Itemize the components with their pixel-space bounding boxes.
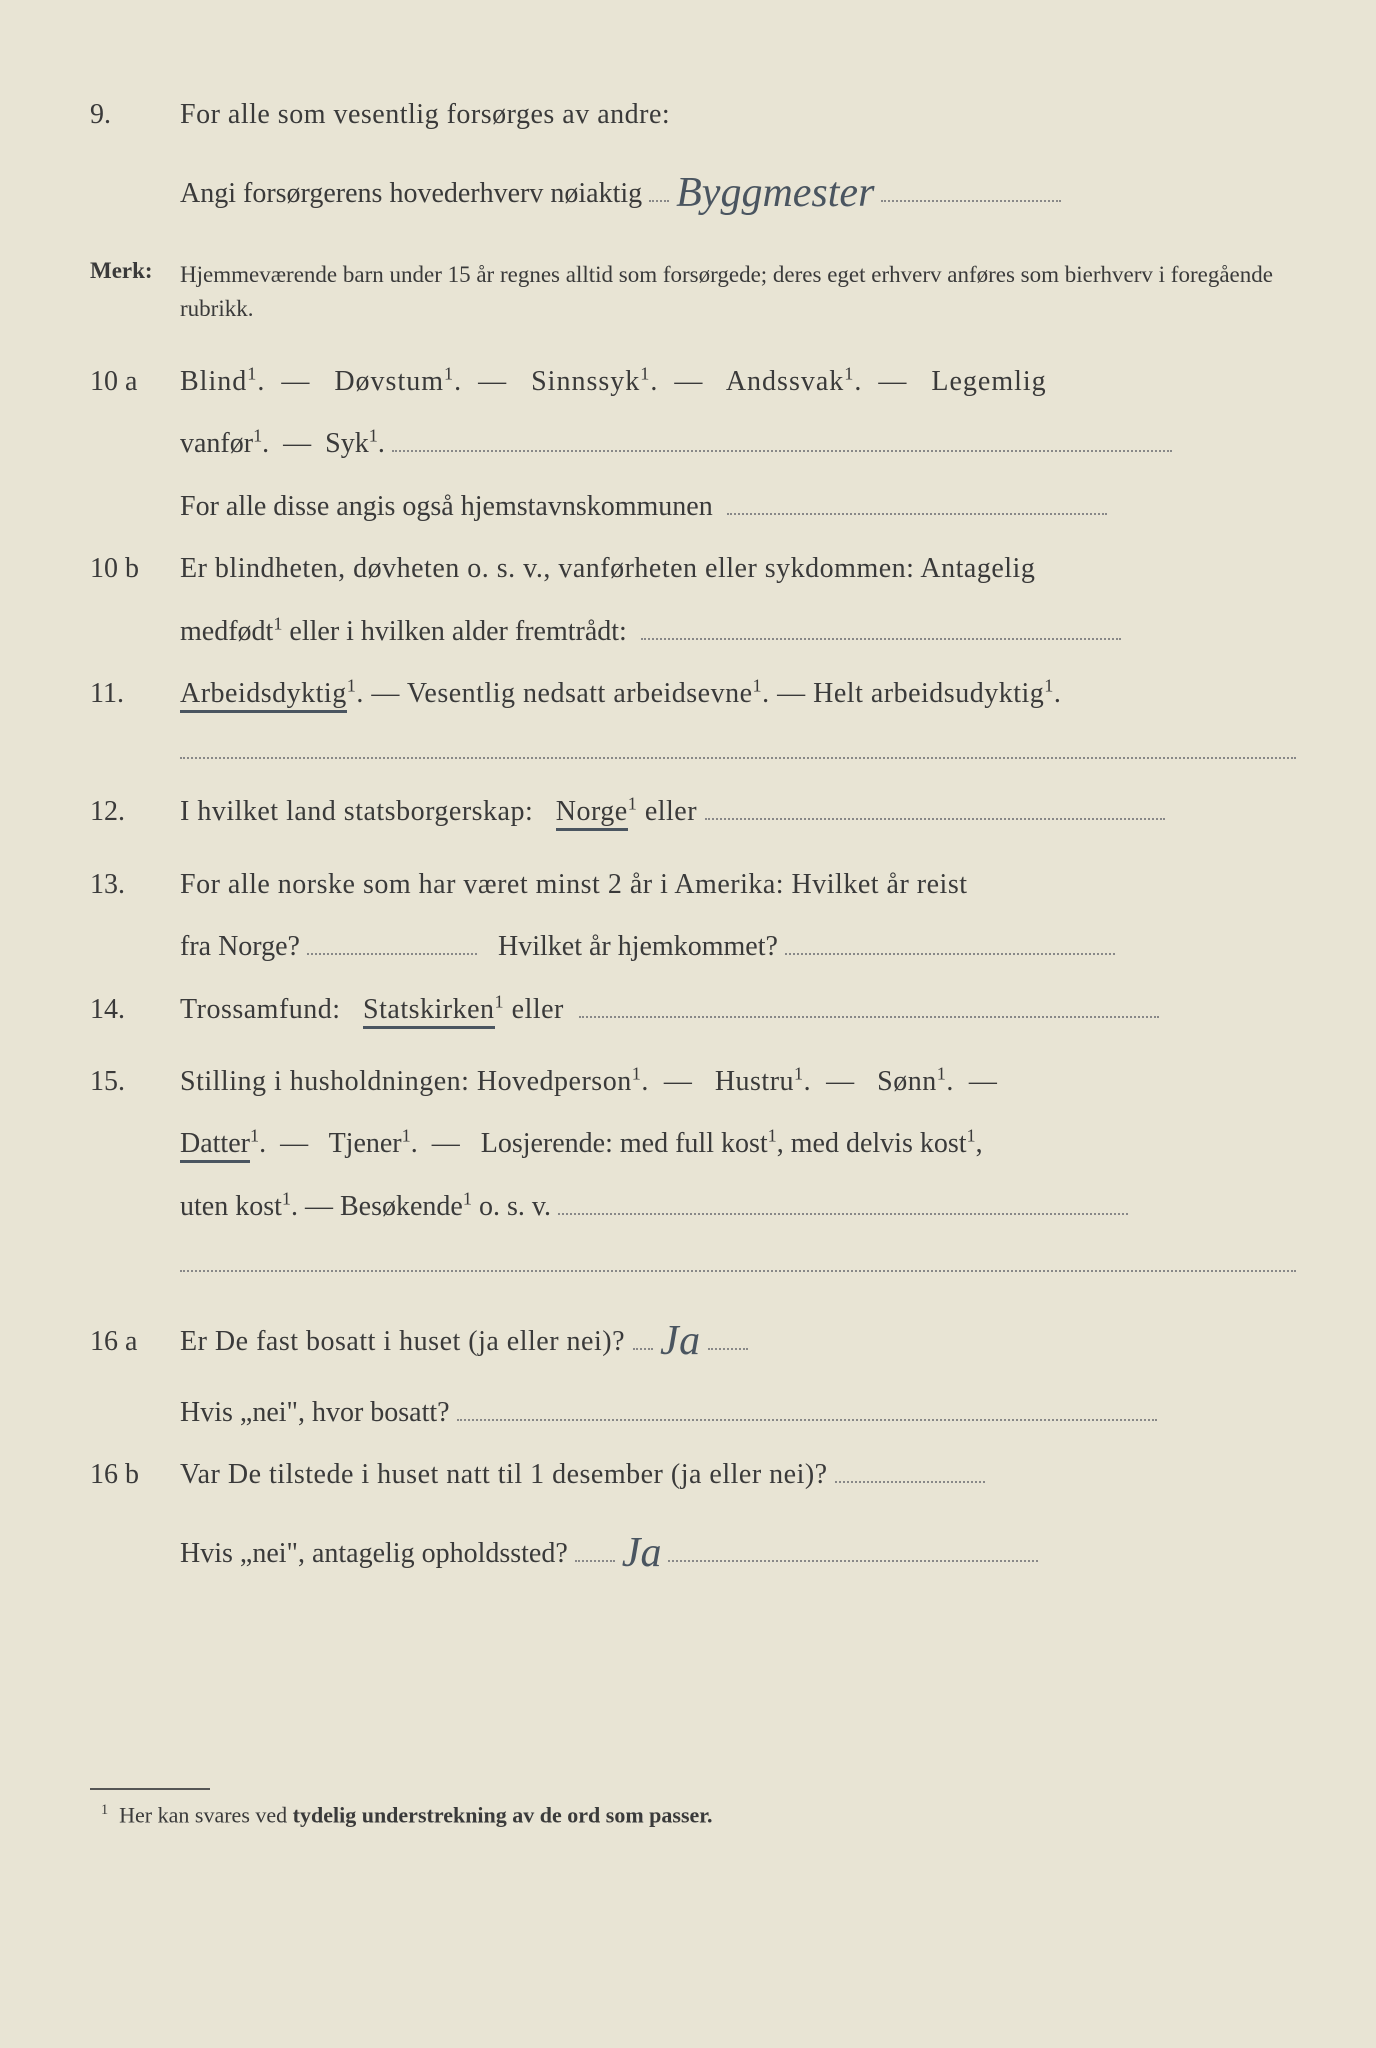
q9-text1: For alle som vesentlig forsørges av andr… — [180, 90, 1296, 140]
q13-number: 13. — [90, 860, 180, 910]
fill-line — [307, 953, 477, 955]
fill-line — [641, 638, 1121, 640]
q12-text: I hvilket land statsborgerskap: Norge1 e… — [180, 787, 1296, 837]
fill-line — [881, 200, 1061, 202]
fill-line — [180, 1244, 1296, 1272]
q16a-line2: Hvis „nei", hvor bosatt? — [180, 1388, 1296, 1438]
q14-text: Trossamfund: Statskirken1 eller — [180, 985, 1296, 1035]
q9-number: 9. — [90, 90, 180, 140]
q10b-number: 10 b — [90, 544, 180, 594]
q14-selected: Statskirken — [363, 994, 495, 1029]
q16b-line2: Hvis „nei", antagelig opholdssted? Ja — [180, 1512, 1296, 1588]
q16b-answer: Ja — [622, 1530, 662, 1576]
fill-line — [457, 1419, 1157, 1421]
fill-line — [558, 1213, 1128, 1215]
q16a-number: 16 a — [90, 1317, 180, 1367]
q9-answer: Byggmester — [676, 170, 874, 216]
q12-number: 12. — [90, 787, 180, 837]
q10a-line1: 10 a Blind1. — Døvstum1. — Sinnssyk1. — … — [90, 357, 1296, 407]
q10b-text1: Er blindheten, døvheten o. s. v., vanfør… — [180, 544, 1296, 594]
q16a-line1: 16 a Er De fast bosatt i huset (ja eller… — [90, 1300, 1296, 1376]
q12-line: 12. I hvilket land statsborgerskap: Norg… — [90, 787, 1296, 837]
q9-line2: Angi forsørgerens hovederhverv nøiaktig … — [180, 152, 1296, 228]
q16b-text1: Var De tilstede i huset natt til 1 desem… — [180, 1450, 1296, 1500]
census-form-page: 9. For alle som vesentlig forsørges av a… — [90, 90, 1296, 1988]
q11-selected: Arbeidsdyktig — [180, 678, 347, 713]
fill-line — [579, 1016, 1159, 1018]
q14-line: 14. Trossamfund: Statskirken1 eller — [90, 985, 1296, 1035]
fill-line — [633, 1348, 653, 1350]
q16a-text1: Er De fast bosatt i huset (ja eller nei)… — [180, 1300, 1296, 1376]
q16b-line1: 16 b Var De tilstede i huset natt til 1 … — [90, 1450, 1296, 1500]
q13-line2: fra Norge? Hvilket år hjemkommet? — [180, 922, 1296, 972]
fill-line — [727, 513, 1107, 515]
fill-line — [575, 1560, 615, 1562]
fill-line — [668, 1560, 1038, 1562]
q15-line3: uten kost1. — Besøkende1 o. s. v. — [180, 1182, 1296, 1232]
q10b-line1: 10 b Er blindheten, døvheten o. s. v., v… — [90, 544, 1296, 594]
q10a-options1: Blind1. — Døvstum1. — Sinnssyk1. — Andss… — [180, 357, 1296, 407]
q11-line: 11. Arbeidsdyktig1. — Vesentlig nedsatt … — [90, 669, 1296, 719]
merk-text: Hjemmeværende barn under 15 år regnes al… — [180, 258, 1296, 327]
q9-line1: 9. For alle som vesentlig forsørges av a… — [90, 90, 1296, 140]
q13-text1: For alle norske som har været minst 2 år… — [180, 860, 1296, 910]
q15-line1: 15. Stilling i husholdningen: Hovedperso… — [90, 1057, 1296, 1107]
fill-line — [785, 953, 1115, 955]
q15-selected: Datter — [180, 1128, 250, 1163]
q9-text2: Angi forsørgerens hovederhverv nøiaktig — [180, 178, 642, 209]
q10a-line2: vanfør1. — Syk1. — [180, 419, 1296, 469]
q15-number: 15. — [90, 1057, 180, 1107]
q11-options: Arbeidsdyktig1. — Vesentlig nedsatt arbe… — [180, 669, 1296, 719]
merk-note: Merk: Hjemmeværende barn under 15 år reg… — [90, 258, 1296, 327]
q10b-line2: medfødt1 eller i hvilken alder fremtrådt… — [180, 607, 1296, 657]
fill-line — [180, 731, 1296, 759]
q16b-number: 16 b — [90, 1450, 180, 1500]
merk-label: Merk: — [90, 258, 180, 284]
fill-line — [835, 1481, 985, 1483]
fill-line — [649, 200, 669, 202]
footnote-rule — [90, 1788, 210, 1790]
q12-selected: Norge — [556, 796, 628, 831]
fill-line — [705, 818, 1165, 820]
q16a-answer: Ja — [660, 1318, 701, 1364]
q10a-line3: For alle disse angis også hjemstavnskomm… — [180, 482, 1296, 532]
q14-number: 14. — [90, 985, 180, 1035]
q11-number: 11. — [90, 669, 180, 719]
q10a-number: 10 a — [90, 357, 180, 407]
q13-line1: 13. For alle norske som har været minst … — [90, 860, 1296, 910]
q15-line2: Datter1. — Tjener1. — Losjerende: med fu… — [180, 1119, 1296, 1169]
footnote: 1 Her kan svares ved tydelig understrekn… — [90, 1802, 1296, 1828]
fill-line — [708, 1348, 748, 1350]
q15-text1: Stilling i husholdningen: Hovedperson1. … — [180, 1057, 1296, 1107]
fill-line — [392, 450, 1172, 452]
